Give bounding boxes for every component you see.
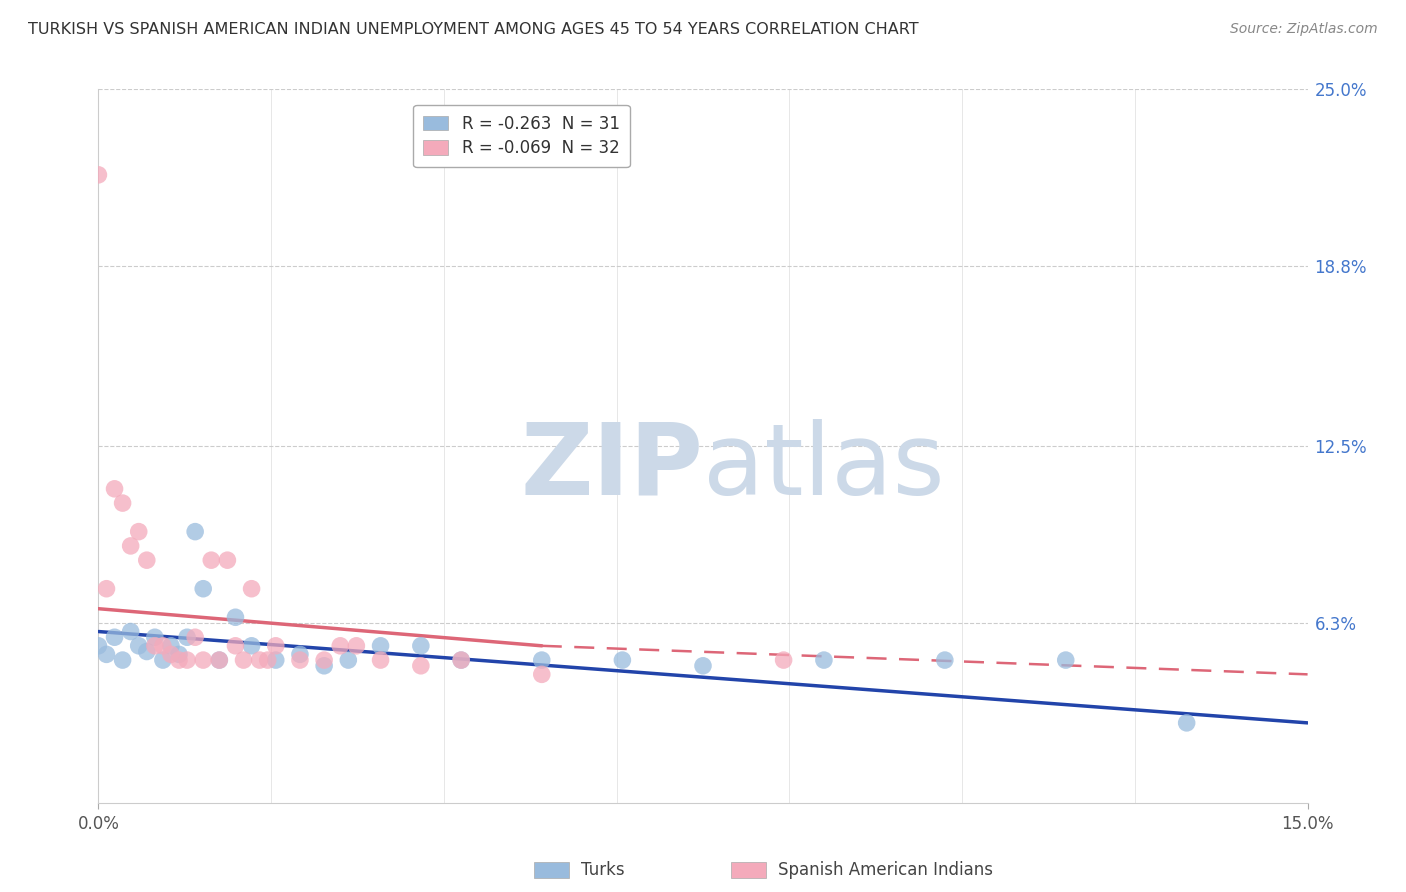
Point — [208, 653, 231, 667]
Text: atlas: atlas — [703, 419, 945, 516]
Point — [167, 648, 190, 662]
Point — [208, 653, 231, 667]
Text: ZIP: ZIP — [520, 419, 703, 516]
Point — [1175, 715, 1198, 730]
Point — [96, 648, 118, 662]
Point — [224, 610, 246, 624]
Text: Turks: Turks — [581, 861, 624, 879]
Point — [143, 630, 166, 644]
Legend: R = -0.263  N = 31, R = -0.069  N = 32: R = -0.263 N = 31, R = -0.069 N = 32 — [413, 104, 630, 168]
Point — [612, 653, 634, 667]
Text: Source: ZipAtlas.com: Source: ZipAtlas.com — [1230, 22, 1378, 37]
Point — [135, 644, 157, 658]
Point — [256, 653, 278, 667]
Point — [240, 639, 263, 653]
Point — [143, 639, 166, 653]
Point — [193, 582, 215, 596]
Point — [87, 639, 110, 653]
Point — [176, 653, 198, 667]
Point — [135, 553, 157, 567]
Point — [200, 553, 222, 567]
Point — [224, 639, 246, 653]
Point — [103, 482, 125, 496]
Point — [409, 658, 432, 673]
Point — [530, 653, 553, 667]
Point — [337, 653, 360, 667]
Point — [813, 653, 835, 667]
Point — [934, 653, 956, 667]
Point — [370, 639, 392, 653]
Point — [450, 653, 472, 667]
Point — [249, 653, 271, 667]
Point — [184, 524, 207, 539]
Point — [232, 653, 254, 667]
Point — [288, 648, 311, 662]
Point — [160, 648, 183, 662]
Point — [240, 582, 263, 596]
Point — [264, 653, 287, 667]
Point — [409, 639, 432, 653]
Point — [152, 639, 174, 653]
Point — [120, 624, 142, 639]
Point — [370, 653, 392, 667]
Point — [128, 639, 150, 653]
Point — [450, 653, 472, 667]
Point — [120, 539, 142, 553]
Point — [167, 653, 190, 667]
Text: Spanish American Indians: Spanish American Indians — [778, 861, 993, 879]
Point — [314, 658, 336, 673]
Point — [160, 639, 183, 653]
Point — [128, 524, 150, 539]
Point — [111, 496, 134, 510]
Point — [96, 582, 118, 596]
Point — [1054, 653, 1077, 667]
Point — [772, 653, 794, 667]
Point — [329, 639, 352, 653]
Point — [184, 630, 207, 644]
Point — [87, 168, 110, 182]
Point — [344, 639, 367, 653]
Point — [264, 639, 287, 653]
Point — [193, 653, 215, 667]
Point — [176, 630, 198, 644]
Point — [103, 630, 125, 644]
Point — [288, 653, 311, 667]
Point — [530, 667, 553, 681]
Text: TURKISH VS SPANISH AMERICAN INDIAN UNEMPLOYMENT AMONG AGES 45 TO 54 YEARS CORREL: TURKISH VS SPANISH AMERICAN INDIAN UNEMP… — [28, 22, 918, 37]
Point — [111, 653, 134, 667]
Point — [314, 653, 336, 667]
Point — [217, 553, 239, 567]
Point — [152, 653, 174, 667]
Point — [692, 658, 714, 673]
